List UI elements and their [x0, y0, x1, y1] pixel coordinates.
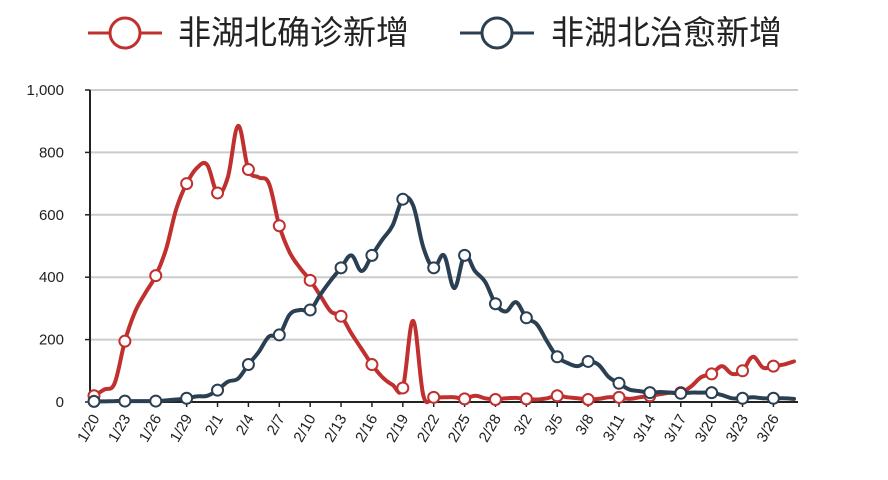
series-layer	[87, 123, 796, 408]
data-point-healed	[674, 386, 688, 400]
y-tick-label: 800	[39, 144, 64, 161]
x-tick-label: 1/26	[136, 412, 165, 446]
data-point-healed	[396, 192, 410, 206]
data-point-healed	[519, 311, 533, 325]
legend-label-confirmed: 非湖北确诊新增	[178, 13, 409, 52]
x-tick-label: 2/13	[321, 412, 350, 446]
data-point-confirmed	[180, 177, 194, 191]
data-point-healed	[766, 391, 780, 405]
legend-marker-healed	[480, 16, 514, 50]
x-tick-label: 2/19	[383, 412, 412, 446]
data-point-healed	[427, 261, 441, 275]
data-point-healed	[705, 386, 719, 400]
data-point-confirmed	[149, 269, 163, 283]
data-point-healed	[550, 350, 564, 364]
legend-item-confirmed: 非湖北确诊新增	[88, 13, 409, 52]
x-tick-label: 3/2	[511, 412, 536, 439]
y-tick-label: 1,000	[26, 82, 64, 99]
data-point-confirmed	[519, 392, 533, 406]
x-tick-label: 2/7	[264, 412, 289, 439]
y-axis: 0 200 400 600 800 1,000	[26, 82, 91, 411]
x-tick-label: 3/20	[692, 412, 721, 446]
x-tick-label: 2/22	[414, 412, 443, 446]
y-tick-label: 200	[39, 332, 64, 349]
x-tick-label: 1/20	[74, 412, 103, 446]
data-point-healed	[334, 261, 348, 275]
x-tick-label: 3/23	[723, 412, 752, 446]
x-tick-label: 2/10	[290, 412, 319, 446]
x-tick-label: 2/16	[352, 412, 381, 446]
data-point-healed	[488, 297, 502, 311]
data-point-healed	[643, 386, 657, 400]
data-point-healed	[241, 358, 255, 372]
x-tick-label: 3/26	[754, 412, 783, 446]
data-point-confirmed	[303, 273, 317, 287]
gridlines	[90, 89, 798, 341]
data-point-confirmed	[488, 393, 502, 407]
x-tick-label: 1/23	[105, 412, 134, 446]
data-point-confirmed	[427, 390, 441, 404]
x-tick-label: 3/17	[661, 412, 690, 446]
series-line-confirmed	[92, 123, 796, 405]
legend: 非湖北确诊新增 非湖北治愈新增	[88, 13, 782, 52]
data-point-healed	[365, 248, 379, 262]
data-point-confirmed	[334, 309, 348, 323]
x-tick-label: 3/14	[630, 412, 659, 446]
data-point-healed	[736, 391, 750, 405]
data-point-confirmed	[211, 186, 225, 200]
y-tick-label: 600	[39, 207, 64, 224]
data-point-confirmed	[458, 392, 472, 406]
y-tick-label: 0	[56, 394, 64, 411]
x-tick-label: 2/1	[202, 412, 227, 439]
x-tick-label: 3/11	[600, 412, 629, 445]
x-axis: 1/20 1/23 1/26 1/29 2/1 2/4 2/7 2/10 2/13 2/16 2/1…	[74, 401, 798, 446]
x-tick-label: 2/25	[445, 412, 474, 446]
x-tick-label: 1/29	[167, 412, 196, 446]
data-point-healed	[612, 376, 626, 390]
data-point-confirmed	[365, 358, 379, 372]
data-point-confirmed	[550, 389, 564, 403]
data-point-confirmed	[766, 359, 780, 373]
data-point-confirmed	[272, 219, 286, 233]
series-line-healed	[92, 195, 796, 404]
data-point-confirmed	[705, 367, 719, 381]
data-point-healed	[581, 354, 595, 368]
data-point-confirmed	[118, 334, 132, 348]
x-tick-label: 2/28	[476, 412, 505, 446]
data-point-healed	[272, 328, 286, 342]
data-point-healed	[458, 248, 472, 262]
data-point-healed	[211, 383, 225, 397]
legend-item-healed: 非湖北治愈新增	[460, 13, 782, 52]
legend-label-healed: 非湖北治愈新增	[551, 13, 782, 52]
x-tick-label: 3/8	[572, 412, 597, 439]
data-point-confirmed	[612, 390, 626, 404]
data-point-confirmed	[241, 163, 255, 177]
data-point-confirmed	[396, 381, 410, 395]
data-point-healed	[118, 394, 132, 408]
legend-marker-confirmed	[108, 16, 142, 50]
data-point-healed	[87, 394, 101, 408]
data-point-confirmed	[736, 364, 750, 378]
x-tick-label: 3/5	[542, 412, 567, 439]
x-tick-label: 2/4	[233, 412, 258, 439]
data-point-healed	[149, 394, 163, 408]
data-point-confirmed	[581, 393, 595, 407]
data-point-healed	[180, 391, 194, 405]
y-tick-label: 400	[39, 269, 64, 286]
data-point-healed	[303, 303, 317, 317]
